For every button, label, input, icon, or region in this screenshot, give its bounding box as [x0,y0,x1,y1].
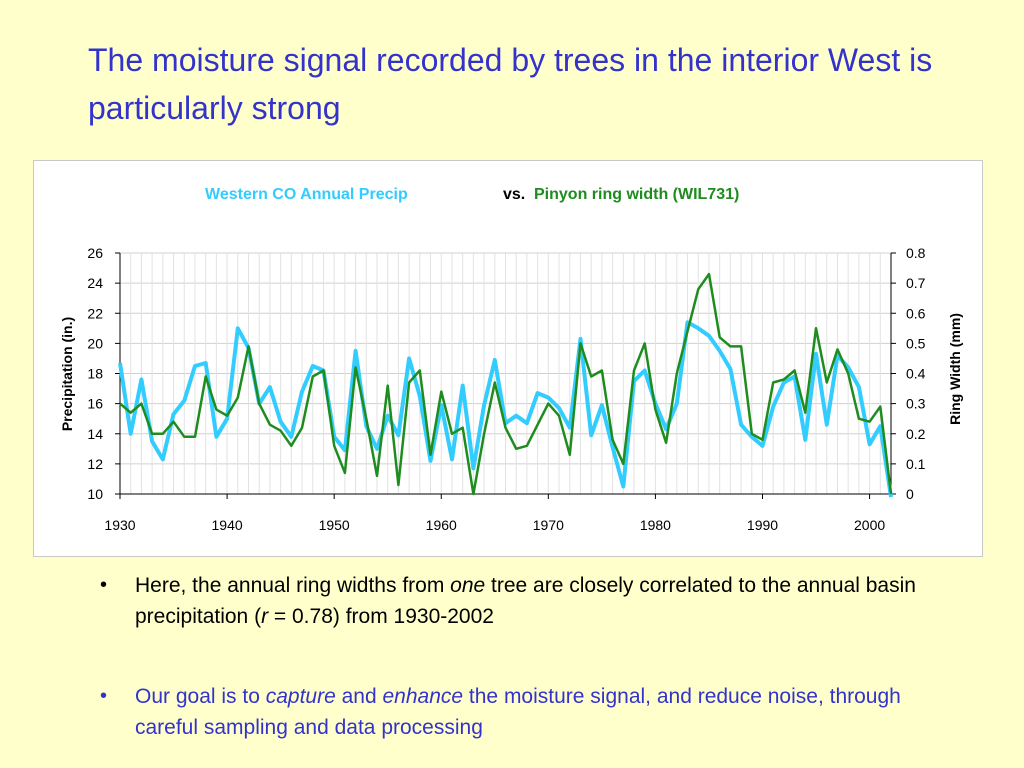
y2-tick-label: 0.3 [906,396,926,412]
x-tick-label: 1930 [104,517,135,533]
text-fragment: Here, the annual ring widths from [135,574,451,597]
text-fragment: and [335,685,383,708]
y-tick-label: 12 [87,456,103,472]
text-fragment: the moisture signal, and reduce noise, t… [135,685,901,739]
y2-tick-label: 0.8 [906,245,926,261]
x-tick-label: 1990 [747,517,778,533]
grid-lines [119,252,892,495]
y-tick-label: 18 [87,366,103,382]
y2-tick-label: 0.6 [906,305,926,321]
y2-tick-label: 0.2 [906,426,926,442]
y-tick-label: 24 [87,275,103,291]
bullet-dot: • [100,685,108,707]
y2-tick-label: 0.5 [906,335,926,351]
bullet-list: • Here, the annual ring widths from one … [100,570,940,743]
tick-labels: 10 12 14 16 18 20 22 24 26 0 0.1 0.2 0.3 0.4 0.5 0.6 0.7… [87,245,925,533]
italic-fragment: capture [265,685,336,708]
y-tick-label: 14 [87,426,103,442]
bullet-correlation: • Here, the annual ring widths from one … [100,570,940,632]
y2-tick-label: 0.1 [906,456,926,472]
y2-axis-title: Ring Width (mm) [947,313,963,425]
ring-width-series-line [119,272,893,496]
text-fragment: = 0.78) from 1930-2002 [268,605,494,628]
x-tick-label: 1960 [426,517,457,533]
x-tick-label: 2000 [854,517,885,533]
legend-ring-label: Pinyon ring width (WIL731) [534,186,739,203]
italic-fragment: enhance [382,685,464,708]
text-fragment: tree are closely correlated to the annua… [135,574,916,628]
y2-tick-label: 0.7 [906,275,926,291]
y-tick-label: 16 [87,396,103,412]
bullet-text: Our goal is to capture and enhance the m… [135,685,901,739]
y-tick-label: 20 [87,335,103,351]
y-tick-label: 10 [87,486,103,502]
y-tick-label: 22 [87,305,103,321]
bullet-goal: • Our goal is to capture and enhance the… [100,681,940,743]
y2-tick-label: 0.4 [906,366,926,382]
x-tick-label: 1950 [319,517,350,533]
x-tick-label: 1970 [533,517,564,533]
bullet-dot: • [100,574,108,596]
bullet-text: Here, the annual ring widths from one tr… [135,574,916,628]
x-tick-label: 1940 [212,517,243,533]
legend-precip-label: Western CO Annual Precip [205,186,408,203]
text-fragment: Our goal is to [135,685,266,708]
y-tick-label: 26 [87,245,103,261]
slide-title: The moisture signal recorded by trees in… [88,42,933,126]
x-tick-label: 1980 [640,517,671,533]
series-lines [118,272,893,498]
italic-fragment: r [261,605,269,628]
chart-panel: 10 12 14 16 18 20 22 24 26 0 0.1 0.2 0.3 0.4 0.5 0.6 0.7… [33,160,983,557]
y2-tick-label: 0 [906,486,914,502]
italic-fragment: one [450,574,486,597]
legend-vs-label: vs. [503,186,525,203]
precip-ring-width-chart: 10 12 14 16 18 20 22 24 26 0 0.1 0.2 0.3 0.4 0.5 0.6 0.7… [59,186,963,533]
y-axis-title: Precipitation (in.) [59,317,75,431]
